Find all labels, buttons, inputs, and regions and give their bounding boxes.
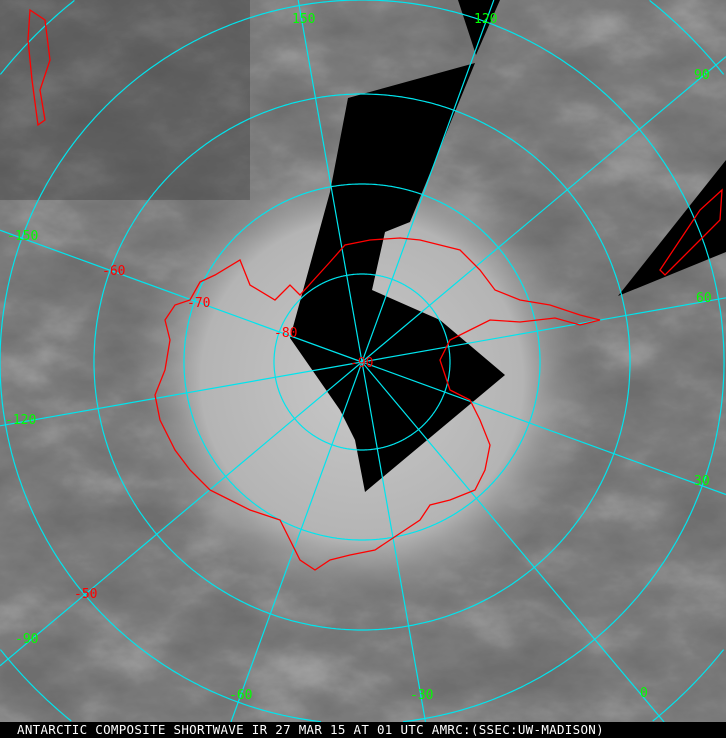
meridian-line [0,229,363,363]
meridian-line [361,361,427,722]
map-canvas: 150 120 90 60 30 0 -30 -60 -90 -120 -150 -90 -80 -70 -… [0,0,726,722]
longitude-label: -150 [7,229,38,244]
longitude-label: -60 [229,688,252,703]
meridian-line [0,361,363,667]
coastline [27,8,723,276]
latitude-label: -50 [74,587,97,602]
meridian-line [361,361,665,722]
missing-data-wedges [290,0,726,492]
latitude-circle [0,0,725,722]
longitude-label: 120 [474,12,497,27]
missing-data-wedge [290,63,505,492]
latitude-label: -90 [350,356,373,371]
longitude-label: 150 [292,12,315,27]
longitude-label: 0 [640,686,648,701]
latitude-circle [402,362,725,722]
meridian-line [361,56,726,363]
longitude-label: -30 [410,688,433,703]
dark-region [0,0,250,200]
latitude-circle [0,649,72,722]
latitude-circle [649,0,725,75]
missing-data-wedge [458,0,500,55]
missing-data-wedge [618,160,726,296]
longitude-label: 30 [694,474,710,489]
longitude-label: 60 [696,291,712,306]
latitude-circle [652,649,725,722]
coastline [154,237,601,571]
longitude-label: -90 [15,632,38,647]
latitude-circle [0,0,75,75]
longitude-label: 90 [694,68,710,83]
longitude-label: -120 [5,413,36,428]
meridian-line [297,0,363,363]
latitude-circle [183,183,541,541]
meridian-line [230,361,363,722]
graticule [0,0,726,722]
meridian-line [0,361,363,427]
latitude-label: -70 [187,296,210,311]
latitude-circle [93,93,631,631]
latitude-circle [273,273,451,451]
meridian-line [361,361,726,496]
meridian-line [361,297,726,363]
latitude-label: -80 [274,326,297,341]
latitude-label: -60 [102,264,125,279]
image-caption: ANTARCTIC COMPOSITE SHORTWAVE IR 27 MAR … [0,722,726,738]
meridian-line [361,0,495,363]
grid-labels: 150 120 90 60 30 0 -30 -60 -90 -120 -150 -90 -80 -70 -… [5,12,712,703]
